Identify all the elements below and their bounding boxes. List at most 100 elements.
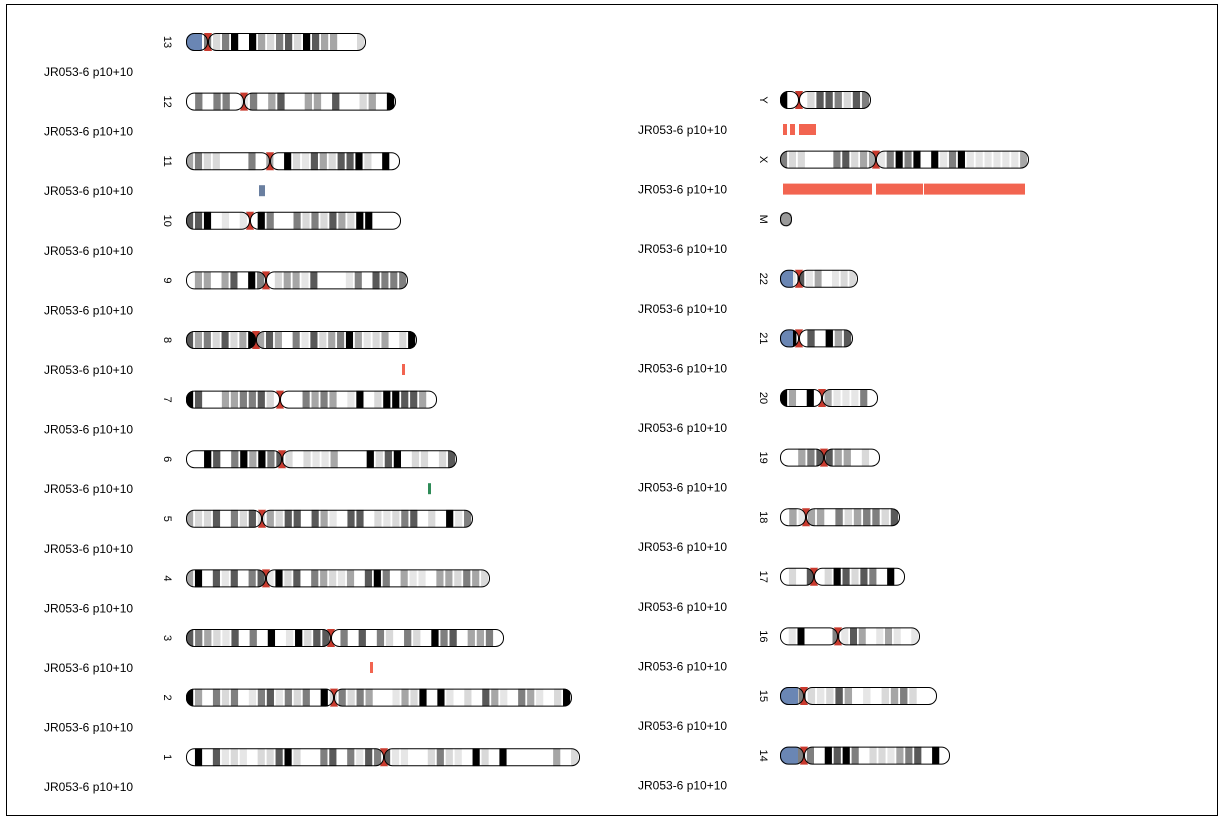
band <box>231 33 239 51</box>
band <box>321 33 329 51</box>
band <box>221 331 229 349</box>
sample-label: JR053-6 p10+10 <box>44 363 133 377</box>
chromosome-11: 11 <box>161 152 400 171</box>
band <box>301 152 310 171</box>
chromosome-outline-q <box>384 748 580 767</box>
band <box>194 748 203 767</box>
band <box>481 569 489 588</box>
band <box>909 687 917 705</box>
band <box>359 92 367 111</box>
band <box>455 688 463 707</box>
band <box>284 569 292 588</box>
band <box>356 748 364 767</box>
band <box>194 509 203 528</box>
band <box>797 627 805 646</box>
band <box>797 389 805 407</box>
band <box>832 269 839 288</box>
chromosome-outline-q <box>799 91 871 109</box>
band <box>440 629 448 647</box>
sample-label: JR053-6 p10+10 <box>638 302 727 316</box>
band <box>230 748 238 767</box>
cnv-segment-loss <box>259 185 265 197</box>
band <box>409 569 417 588</box>
chromosome-bands <box>780 448 880 467</box>
band <box>203 748 212 767</box>
band <box>203 271 211 290</box>
band <box>345 331 354 349</box>
band <box>329 211 337 230</box>
band <box>203 331 211 349</box>
sample-label: JR053-6 p10+10 <box>44 721 133 735</box>
band <box>293 509 301 528</box>
band <box>446 509 454 528</box>
band <box>896 567 904 586</box>
chromosome-label: 6 <box>161 456 173 462</box>
band <box>428 509 436 528</box>
band <box>266 509 274 528</box>
band <box>940 150 948 169</box>
band <box>284 748 292 767</box>
band <box>186 748 194 767</box>
chromosome-outline-q <box>334 688 572 707</box>
band <box>834 91 842 109</box>
band <box>454 569 462 588</box>
band <box>249 33 257 51</box>
band <box>900 687 908 705</box>
band <box>336 271 345 290</box>
band <box>302 390 310 409</box>
band <box>186 331 194 349</box>
band <box>311 688 319 707</box>
band <box>240 33 248 51</box>
band <box>365 748 373 767</box>
band <box>347 748 355 767</box>
band <box>428 688 436 707</box>
band <box>386 92 395 111</box>
band <box>284 509 292 528</box>
band <box>186 629 194 647</box>
band <box>284 688 292 707</box>
band <box>918 687 926 705</box>
band <box>374 509 382 528</box>
band <box>258 629 266 647</box>
band <box>356 211 364 230</box>
band <box>807 508 816 527</box>
band <box>887 567 895 586</box>
band <box>266 748 274 767</box>
band <box>258 33 266 51</box>
chromosome-bands <box>186 33 366 51</box>
band <box>482 688 490 707</box>
band <box>422 629 430 647</box>
band <box>355 569 364 588</box>
band <box>248 390 256 409</box>
band <box>354 331 362 349</box>
band <box>904 150 912 169</box>
band <box>436 748 444 767</box>
chromosome-14: 14 <box>757 746 950 765</box>
chromosome-bands <box>186 211 401 230</box>
band <box>310 331 318 349</box>
band <box>266 211 274 230</box>
chromosome-outline-q <box>331 629 504 647</box>
band <box>392 390 400 409</box>
chromosome-label: 11 <box>161 155 173 166</box>
band <box>374 390 382 409</box>
band <box>341 92 349 111</box>
band <box>409 748 418 767</box>
band <box>458 629 466 647</box>
chromosome-bands <box>780 567 905 586</box>
chromosome-6: 6 <box>161 450 457 469</box>
band <box>292 331 300 349</box>
band <box>788 389 797 407</box>
chromosome-bands <box>186 569 490 588</box>
band <box>320 569 328 588</box>
band <box>418 569 426 588</box>
band <box>212 688 221 707</box>
band <box>853 508 862 527</box>
band <box>544 748 552 767</box>
chromosome-bands <box>186 152 400 171</box>
chromosome-outline-p <box>186 629 331 647</box>
band <box>823 269 831 288</box>
chromosome-bands <box>780 508 900 527</box>
band <box>401 390 409 409</box>
